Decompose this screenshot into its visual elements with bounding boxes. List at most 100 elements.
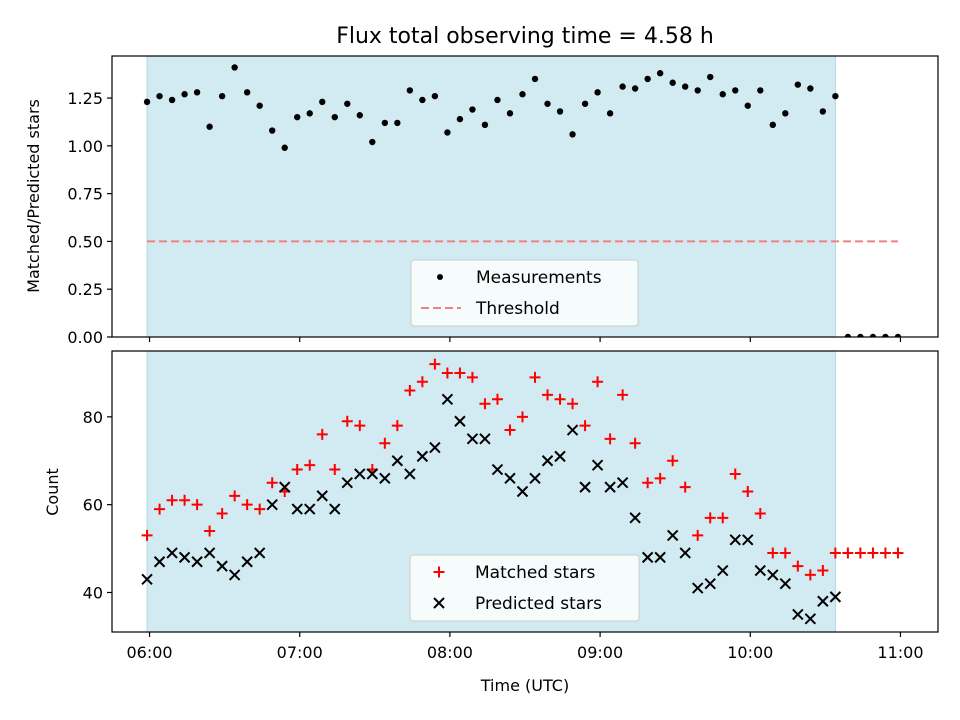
- series-measurements: [143, 64, 902, 337]
- data-point: [243, 89, 251, 96]
- series-predicted-stars: [141, 393, 842, 625]
- data-point: [732, 87, 739, 94]
- data-point: [579, 481, 591, 493]
- data-point: [241, 499, 253, 511]
- data-point: [566, 424, 579, 436]
- data-point: [679, 547, 691, 559]
- data-point: [767, 569, 779, 581]
- data-point: [767, 547, 779, 559]
- data-point: [804, 613, 817, 625]
- data-point: [567, 398, 579, 410]
- data-point: [516, 411, 528, 423]
- legend: Measurements Threshold: [410, 259, 639, 327]
- legend-label: Threshold: [475, 299, 560, 319]
- data-point: [216, 560, 228, 572]
- data-point: [369, 138, 376, 146]
- bottom-x-axis-label: Time (UTC): [480, 676, 569, 695]
- data-point: [867, 547, 879, 559]
- data-point: [504, 472, 516, 485]
- legend-label: Matched stars: [475, 563, 595, 583]
- axes-frame: [111, 350, 939, 633]
- data-point: [479, 398, 491, 410]
- top-y-axis-label: Matched/Predicted stars: [24, 99, 43, 293]
- chart-title: Flux total observing time = 4.58 h: [336, 24, 714, 49]
- data-point: [654, 472, 666, 484]
- data-point: [341, 415, 353, 427]
- data-point: [268, 127, 276, 134]
- data-point: [604, 481, 616, 493]
- data-point: [454, 415, 466, 427]
- data-point: [804, 569, 816, 581]
- data-point: [266, 477, 278, 489]
- data-point: [291, 464, 303, 476]
- data-point: [178, 551, 191, 564]
- data-point: [256, 102, 263, 109]
- data-point: [832, 92, 839, 100]
- data-marks: [143, 64, 902, 337]
- y-tick-label: 1.25: [67, 89, 103, 108]
- y-tick-label: 40: [83, 583, 103, 602]
- data-point: [479, 433, 491, 445]
- legend-marker: [437, 274, 443, 280]
- data-point: [166, 547, 178, 559]
- data-point: [717, 512, 729, 524]
- data-point: [316, 428, 328, 440]
- legend: Matched stars Predicted stars: [409, 554, 640, 622]
- data-point: [229, 490, 241, 502]
- data-point: [667, 455, 679, 467]
- data-point: [892, 547, 904, 559]
- data-point: [466, 433, 479, 445]
- data-point: [617, 389, 629, 401]
- data-point: [754, 507, 766, 519]
- data-point: [544, 100, 551, 107]
- data-point: [466, 371, 478, 383]
- bottom-plot-area: 40 60 80 06:00 07:00 08:00 09:00 10:00 11:00 Matc…: [83, 350, 939, 662]
- data-point: [594, 89, 601, 96]
- y-tick-label: 60: [83, 496, 103, 515]
- data-point: [354, 468, 366, 480]
- data-point: [394, 119, 401, 127]
- data-point: [882, 333, 889, 337]
- bottom-subplot: 40 60 80 06:00 07:00 08:00 09:00 10:00 11:00 Matc…: [43, 350, 939, 695]
- data-point: [519, 91, 526, 98]
- data-point: [294, 113, 301, 121]
- legend-marker: [433, 566, 445, 578]
- data-point: [516, 485, 529, 498]
- data-point: [529, 371, 541, 383]
- data-point: [431, 92, 439, 100]
- y-tick-label: 80: [83, 408, 103, 427]
- data-point: [331, 113, 338, 121]
- data-point: [641, 551, 654, 564]
- data-point: [416, 376, 428, 388]
- legend-label: Predicted stars: [475, 594, 602, 614]
- data-point: [744, 102, 751, 109]
- data-point: [469, 106, 476, 113]
- data-point: [541, 455, 554, 467]
- data-point: [181, 91, 188, 98]
- data-point: [792, 560, 804, 572]
- data-point: [153, 556, 166, 568]
- data-point: [494, 96, 501, 104]
- data-point: [391, 455, 404, 467]
- data-point: [304, 459, 316, 471]
- data-point: [281, 144, 288, 151]
- data-point: [619, 83, 626, 90]
- data-point: [742, 534, 754, 546]
- data-point: [193, 89, 201, 96]
- data-point: [454, 367, 466, 379]
- y-tick-label: 0.50: [67, 232, 103, 251]
- data-point: [679, 481, 691, 493]
- data-point: [344, 100, 351, 107]
- data-point: [857, 333, 864, 337]
- data-point: [642, 477, 654, 489]
- data-point: [729, 468, 741, 480]
- data-point: [591, 459, 604, 471]
- legend-box: [409, 554, 640, 622]
- data-point: [869, 333, 877, 337]
- data-point: [569, 131, 576, 138]
- data-point: [143, 98, 151, 106]
- data-point: [481, 121, 489, 129]
- legend-box: [410, 259, 639, 327]
- x-tick-label: 09:00: [577, 643, 623, 662]
